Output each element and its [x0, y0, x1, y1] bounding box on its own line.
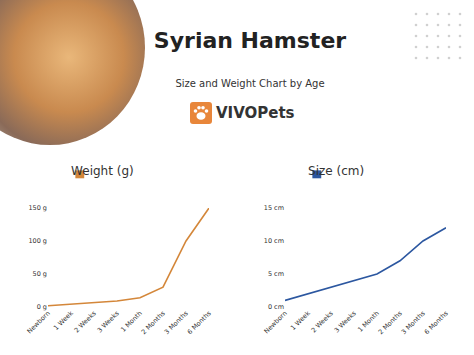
svg-text:6 Months: 6 Months: [186, 309, 213, 336]
svg-text:50 g: 50 g: [33, 270, 47, 278]
svg-text:1 Week: 1 Week: [52, 309, 75, 332]
svg-text:0 cm: 0 cm: [268, 303, 284, 311]
svg-text:5 cm: 5 cm: [268, 270, 284, 278]
svg-text:15 cm: 15 cm: [264, 204, 284, 212]
html-text:Syrian Hamster: Syrian Hamster: [153, 28, 347, 53]
svg-text:Newborn: Newborn: [26, 309, 52, 335]
svg-text:3 Weeks: 3 Weeks: [333, 309, 358, 334]
svg-text:1 Month: 1 Month: [119, 309, 143, 333]
svg-text:2 Weeks: 2 Weeks: [310, 309, 335, 334]
svg-text:100 g: 100 g: [28, 237, 47, 245]
svg-text:6 Months: 6 Months: [423, 309, 450, 336]
svg-text:Newborn: Newborn: [263, 309, 289, 335]
html-text:Size and Weight Chart by Age: Size and Weight Chart by Age: [175, 78, 325, 89]
svg-text:3 Months: 3 Months: [400, 309, 427, 336]
svg-text:0 g: 0 g: [37, 303, 47, 311]
svg-text:10 cm: 10 cm: [264, 237, 284, 245]
svg-text:Weight (g): Weight (g): [71, 164, 134, 178]
svg-text:3 Months: 3 Months: [163, 309, 190, 336]
svg-text:1 Month: 1 Month: [356, 309, 380, 333]
svg-text:150 g: 150 g: [28, 204, 47, 212]
svg-text:2 Months: 2 Months: [377, 309, 404, 336]
svg-text:1 Week: 1 Week: [289, 309, 312, 332]
svg-text:2 Months: 2 Months: [140, 309, 167, 336]
svg-text:3 Weeks: 3 Weeks: [96, 309, 121, 334]
html-text:VIVOPets: VIVOPets: [216, 104, 295, 122]
svg-text:2 Weeks: 2 Weeks: [73, 309, 98, 334]
svg-text:Size (cm): Size (cm): [308, 164, 364, 178]
